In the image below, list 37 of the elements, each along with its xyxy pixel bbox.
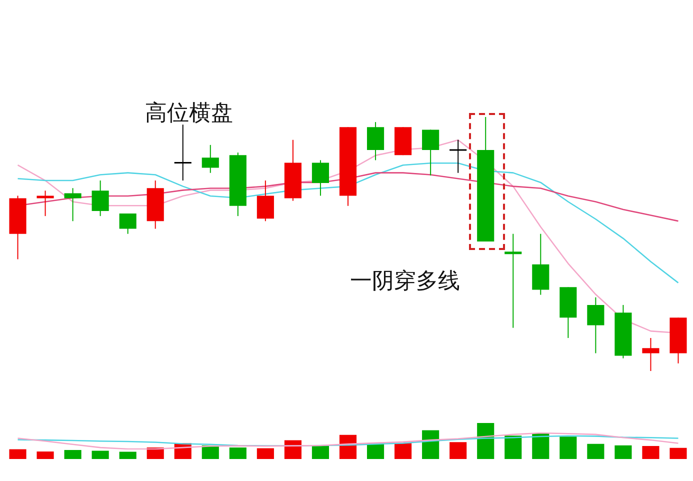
bar [312,446,330,459]
bar [450,442,467,459]
bar [670,448,687,459]
candlestick [202,144,219,174]
bar [532,433,550,459]
bar [92,450,109,459]
candlestick [642,337,660,372]
bar [642,446,660,459]
bar [229,447,246,459]
bar [560,436,577,459]
candlestick [422,129,440,176]
bar [119,452,136,459]
bar [36,451,54,459]
candlestick [174,124,192,181]
bar [394,443,412,459]
candlestick [450,139,467,174]
bar [9,449,26,459]
bar [284,440,302,459]
bar [504,436,522,459]
candlestick [504,233,522,328]
bar [64,450,82,459]
bar [477,423,494,459]
annotation: 高位横盘 [145,100,233,128]
annotation: 一阴穿多线 [350,268,460,296]
candlestick [36,190,54,217]
candlestick [119,213,136,234]
candlestick [92,180,109,217]
bar [256,448,274,459]
candlestick [64,188,82,222]
candlestick [256,180,274,222]
bar [422,430,440,459]
bar [202,445,219,459]
bar [614,445,632,459]
candlestick [587,296,604,354]
bar [587,444,604,459]
candlestick [312,160,330,196]
candlestick [366,122,384,161]
